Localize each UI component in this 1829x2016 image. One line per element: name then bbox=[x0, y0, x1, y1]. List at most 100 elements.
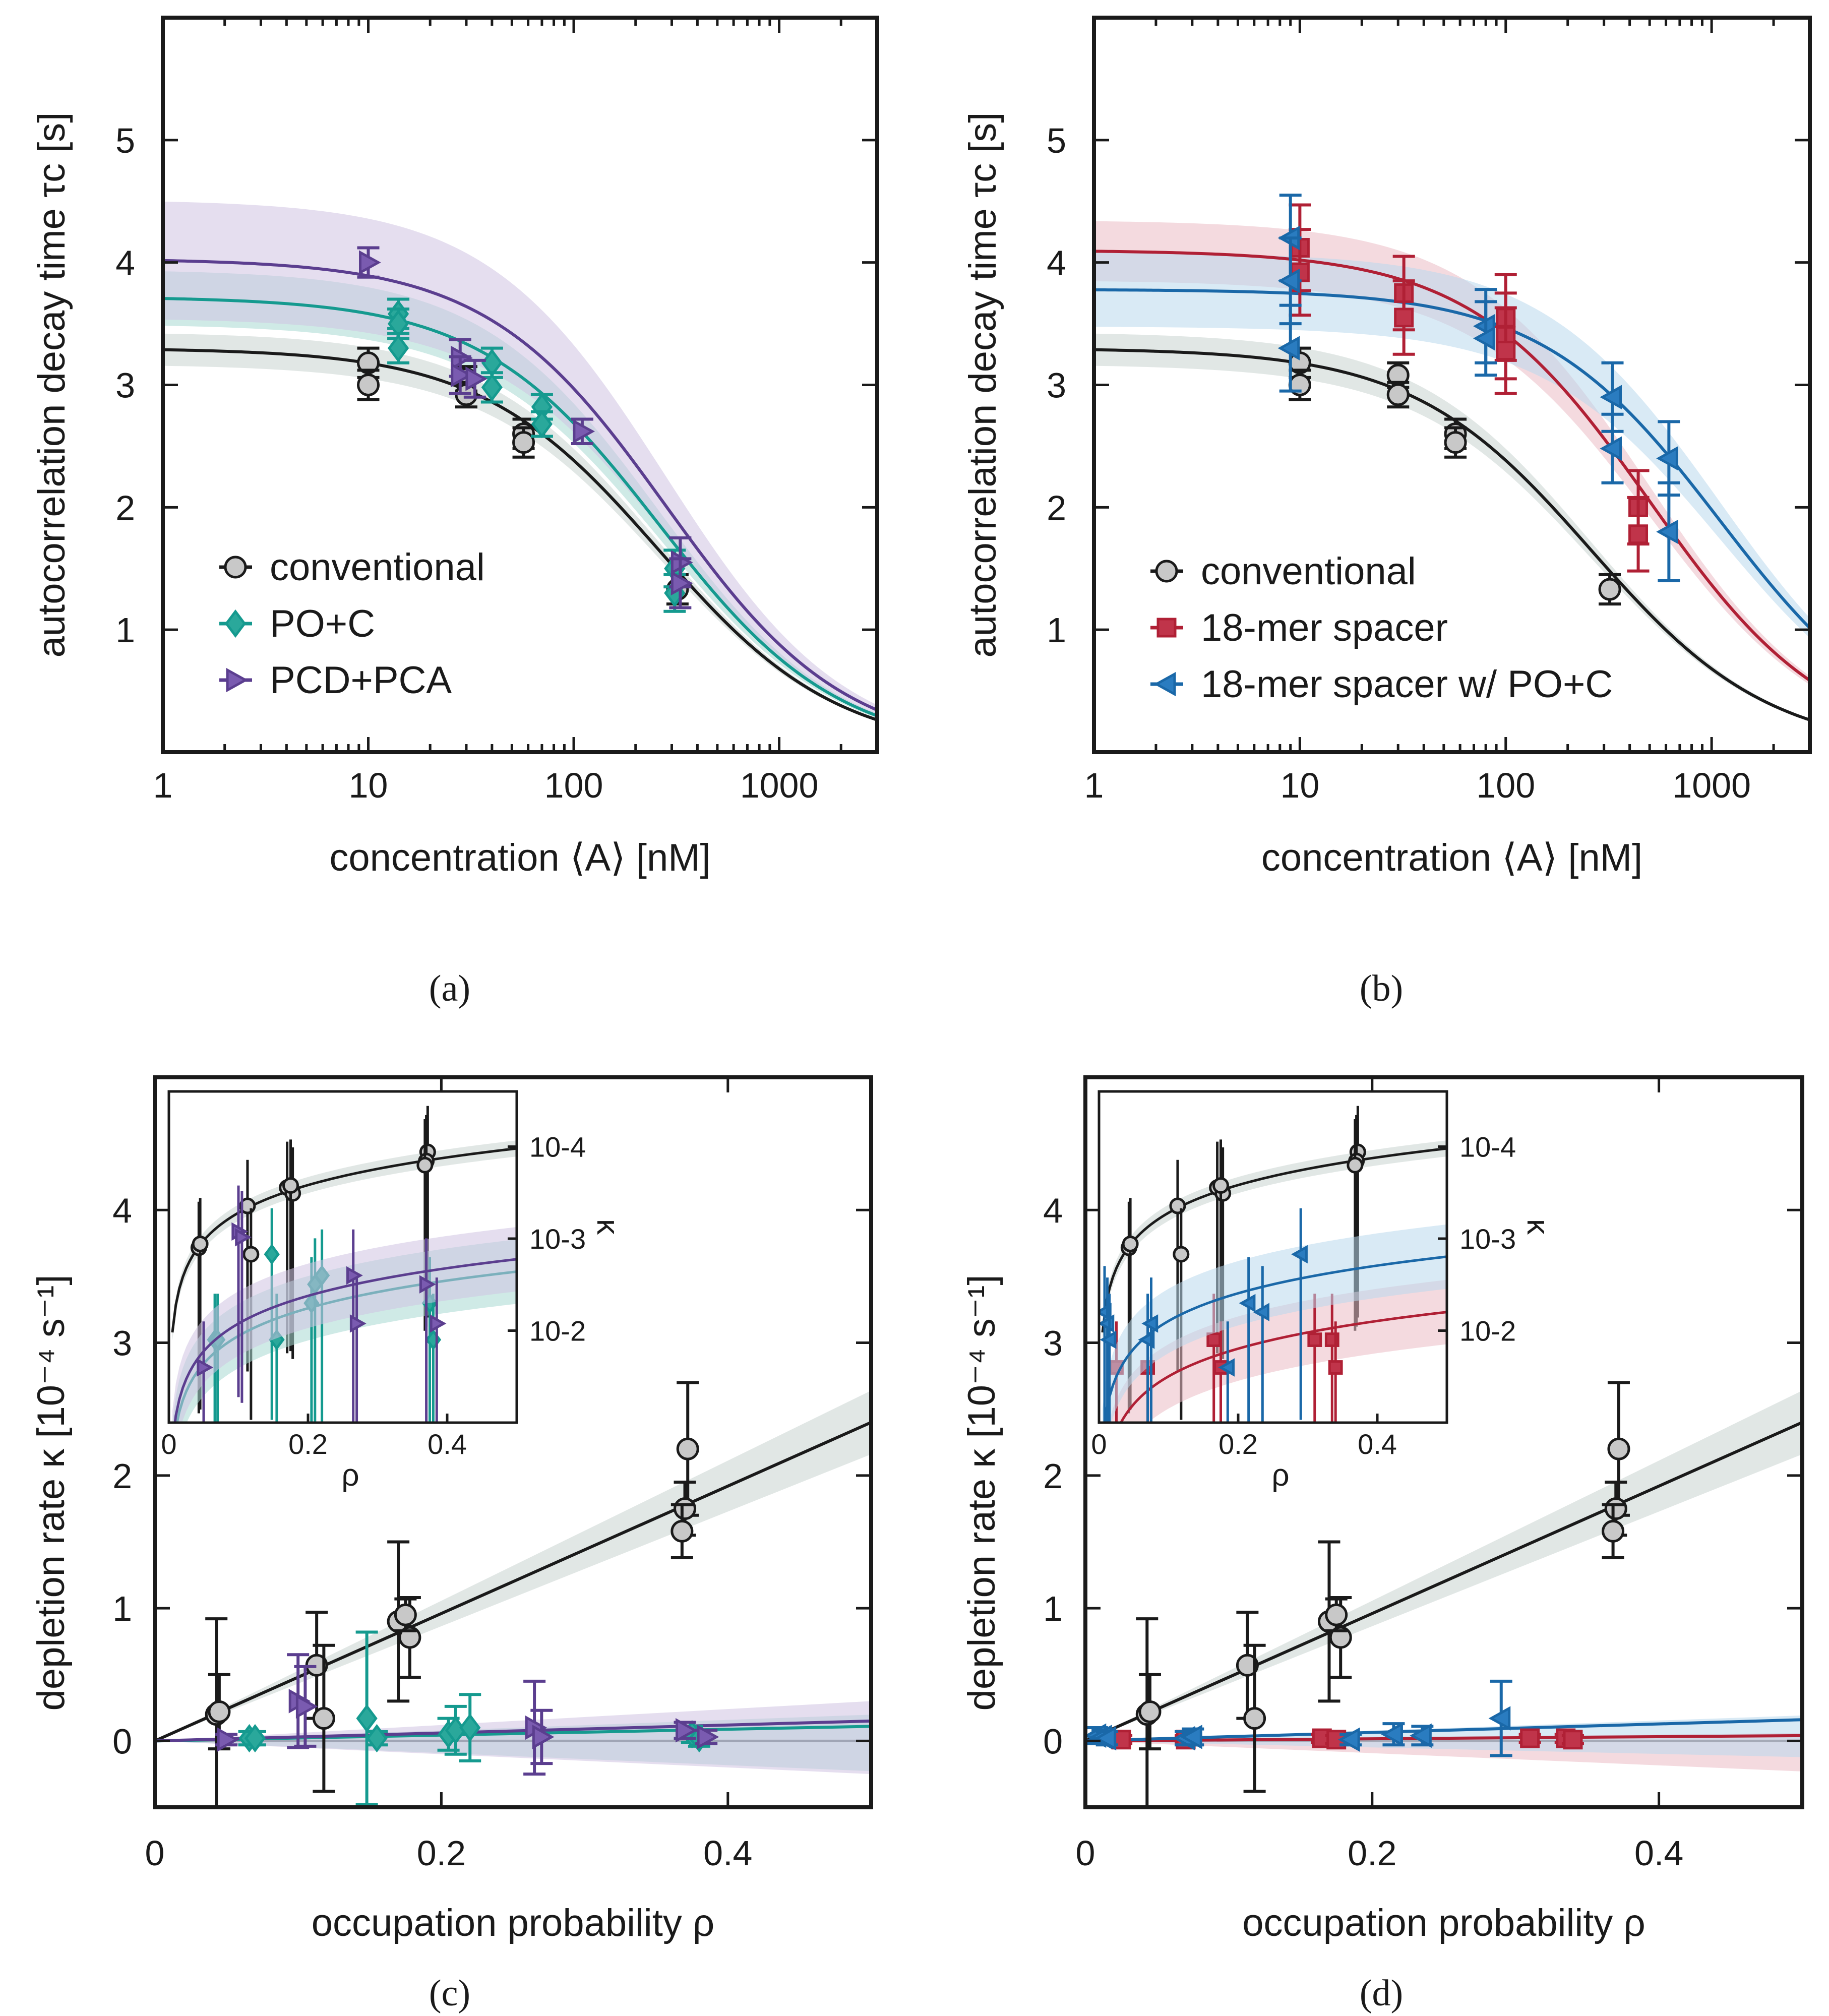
data-point bbox=[459, 1713, 481, 1742]
data-point bbox=[465, 366, 487, 391]
y-tick-label: 3 bbox=[1047, 366, 1066, 405]
inset-y-tick-label: 10-3 bbox=[529, 1223, 586, 1255]
x-tick-label: 10 bbox=[1280, 766, 1319, 805]
y-tick-label: 1 bbox=[115, 610, 135, 650]
data-point bbox=[359, 250, 381, 275]
inset-x-tick-label: 0.4 bbox=[1358, 1428, 1397, 1460]
x-tick-label: 100 bbox=[544, 766, 603, 805]
plot-area bbox=[163, 201, 877, 721]
inset-data-point bbox=[349, 1314, 367, 1333]
data-point bbox=[532, 1725, 555, 1749]
data-point bbox=[1277, 336, 1300, 360]
inset-fit-1 bbox=[1119, 1311, 1447, 1423]
inset-band-0 bbox=[1102, 1140, 1447, 1341]
legend-label: PCD+PCA bbox=[270, 659, 452, 702]
x-tick-label: 1000 bbox=[1672, 766, 1751, 805]
fit-line-2 bbox=[1085, 1718, 1802, 1743]
inset-y-tick-label: 10-2 bbox=[1459, 1315, 1516, 1347]
x-tick-label: 0.4 bbox=[1634, 1834, 1683, 1873]
legend-label: conventional bbox=[1201, 550, 1416, 593]
inset-x-tick-label: 0.2 bbox=[288, 1428, 328, 1460]
data-point bbox=[394, 1603, 417, 1626]
legend-label: 18-mer spacer bbox=[1201, 606, 1448, 649]
inset-data-point bbox=[1253, 1303, 1269, 1321]
y-axis-label: depletion rate κ [10⁻⁴ s⁻¹] bbox=[30, 1275, 73, 1711]
data-point bbox=[1381, 1722, 1403, 1747]
data-point bbox=[676, 1718, 698, 1743]
y-tick-label: 4 bbox=[1043, 1191, 1063, 1230]
legend-label: PO+C bbox=[270, 602, 375, 645]
inset-data-point bbox=[1307, 1332, 1322, 1347]
inset-y-axis-label: κ bbox=[1520, 1219, 1555, 1235]
inset-data-point bbox=[346, 1266, 363, 1285]
inset-band-2 bbox=[1102, 1224, 1447, 1423]
data-point bbox=[295, 1694, 318, 1719]
confidence-band-0 bbox=[1094, 333, 1810, 721]
data-point bbox=[481, 373, 503, 402]
inset-y-tick-label: 10-3 bbox=[1459, 1223, 1516, 1255]
inset-y-tick-label: 10-2 bbox=[529, 1315, 586, 1347]
fit-line-1 bbox=[1085, 1734, 1802, 1743]
inset-area bbox=[1099, 1106, 1447, 1423]
data-point bbox=[531, 410, 553, 439]
data-point bbox=[366, 1724, 388, 1753]
data-point bbox=[1180, 1725, 1202, 1749]
y-tick-label: 2 bbox=[1047, 488, 1066, 527]
inset-x-axis-label: ρ bbox=[1271, 1458, 1289, 1493]
data-point bbox=[1600, 436, 1622, 461]
data-point bbox=[1602, 1519, 1625, 1543]
data-point bbox=[1444, 431, 1467, 454]
x-tick-label: 1 bbox=[1084, 766, 1104, 805]
data-point bbox=[1236, 1654, 1259, 1677]
inset-fit-0 bbox=[1101, 1147, 1447, 1333]
inset-fit-2 bbox=[173, 1258, 517, 1423]
data-point bbox=[1325, 1603, 1348, 1626]
legend-marker bbox=[224, 556, 247, 579]
x-tick-label: 1000 bbox=[740, 766, 819, 805]
confidence-band-2 bbox=[155, 1701, 871, 1775]
inset-data-point bbox=[1122, 1236, 1139, 1253]
x-axis-label: concentration ⟨A⟩ [nM] bbox=[1261, 836, 1642, 879]
legend-label: conventional bbox=[270, 546, 485, 589]
data-point bbox=[573, 419, 595, 444]
data-point bbox=[217, 1727, 239, 1752]
fit-curve-2 bbox=[1094, 288, 1810, 629]
fit-curve-2 bbox=[163, 259, 877, 712]
y-tick-label: 0 bbox=[112, 1722, 132, 1761]
data-point bbox=[1277, 268, 1300, 293]
data-point bbox=[1520, 1728, 1540, 1748]
data-point bbox=[387, 334, 409, 362]
inset-data-point bbox=[264, 1243, 280, 1265]
legend-marker bbox=[1155, 560, 1178, 583]
x-tick-label: 1 bbox=[153, 766, 173, 805]
y-tick-label: 1 bbox=[1043, 1589, 1063, 1628]
inset-data-point bbox=[1291, 1245, 1308, 1264]
inset-data-point bbox=[235, 1228, 252, 1247]
panel-b: 1 10 100 1000 1 2 3 4 5 concentration ⟨A⟩ [nM] aut… bbox=[961, 16, 1812, 879]
y-tick-label: 2 bbox=[115, 488, 135, 527]
inset-frame bbox=[1098, 1090, 1448, 1424]
inset-data-point bbox=[1206, 1332, 1222, 1347]
inset-fit-0 bbox=[171, 1147, 517, 1333]
inset-data-point bbox=[430, 1314, 447, 1333]
data-point bbox=[1600, 385, 1622, 410]
inset-y-tick-label: 10-4 bbox=[529, 1131, 586, 1163]
inset-data-point bbox=[282, 1177, 299, 1194]
inset-fit-2 bbox=[1103, 1255, 1447, 1423]
confidence-band-0 bbox=[163, 333, 877, 721]
y-tick-label: 1 bbox=[1047, 610, 1066, 650]
caption-c: (c) bbox=[429, 1973, 470, 2014]
inset-x-axis-label: ρ bbox=[341, 1458, 359, 1493]
data-point bbox=[1496, 341, 1516, 361]
plot-area bbox=[155, 1381, 871, 1807]
x-axis-label: occupation probability ρ bbox=[1242, 1902, 1645, 1944]
inset-x-tick-label: 0 bbox=[161, 1428, 176, 1460]
plot-area bbox=[1085, 1381, 1802, 1807]
inset-data-point bbox=[1239, 1294, 1256, 1313]
data-point bbox=[697, 1725, 719, 1749]
confidence-band-0 bbox=[155, 1390, 871, 1741]
y-tick-label: 0 bbox=[1043, 1722, 1063, 1761]
y-tick-label: 3 bbox=[115, 366, 135, 405]
inset-data-point bbox=[1141, 1314, 1159, 1333]
